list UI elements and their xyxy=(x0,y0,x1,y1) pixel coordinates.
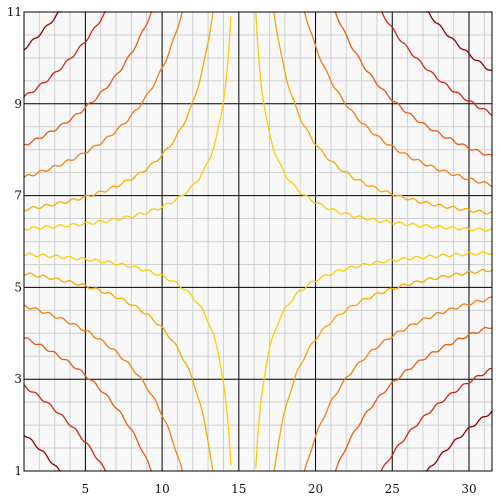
contour-line xyxy=(425,11,493,72)
contour-line xyxy=(303,11,493,187)
y-tick-label: 11 xyxy=(7,5,22,19)
contour-line xyxy=(23,252,232,466)
y-tick-label: 1 xyxy=(14,464,22,478)
contour-line xyxy=(255,13,493,232)
contour-line xyxy=(23,272,214,472)
y-tick-label: 7 xyxy=(14,189,22,203)
contour-line xyxy=(23,11,184,179)
minor-gridlines xyxy=(23,12,492,471)
contour-line xyxy=(334,11,493,157)
contour-line xyxy=(23,337,153,472)
contour-line xyxy=(23,384,107,472)
contour-line xyxy=(425,410,493,472)
contour-line xyxy=(23,11,153,146)
y-axis-ticks: 1 3 5 7 9 11 xyxy=(7,5,22,478)
x-tick-label: 10 xyxy=(154,482,169,496)
contour-line xyxy=(23,434,62,472)
y-tick-label: 5 xyxy=(14,280,22,294)
contour-line xyxy=(255,251,493,469)
contour-line xyxy=(273,268,493,472)
x-tick-label: 30 xyxy=(461,482,476,496)
contour-line xyxy=(23,16,232,231)
y-tick-label: 3 xyxy=(14,372,22,386)
contour-line xyxy=(303,296,493,472)
plot-frame xyxy=(23,11,493,472)
y-tick-label: 9 xyxy=(14,97,22,111)
contour-line xyxy=(273,11,493,215)
contour-lines xyxy=(23,11,493,472)
contour-line xyxy=(23,303,184,472)
contour-line xyxy=(380,11,493,117)
x-tick-label: 20 xyxy=(308,482,323,496)
x-axis-ticks: 5 10 15 20 25 30 xyxy=(82,482,477,496)
x-tick-label: 15 xyxy=(231,482,246,496)
x-tick-label: 5 xyxy=(82,482,90,496)
contour-line xyxy=(380,367,493,472)
contour-line xyxy=(23,12,214,212)
x-tick-label: 25 xyxy=(385,482,400,496)
contour-line xyxy=(23,11,107,98)
contour-line xyxy=(334,326,493,472)
contour-line xyxy=(23,11,62,51)
